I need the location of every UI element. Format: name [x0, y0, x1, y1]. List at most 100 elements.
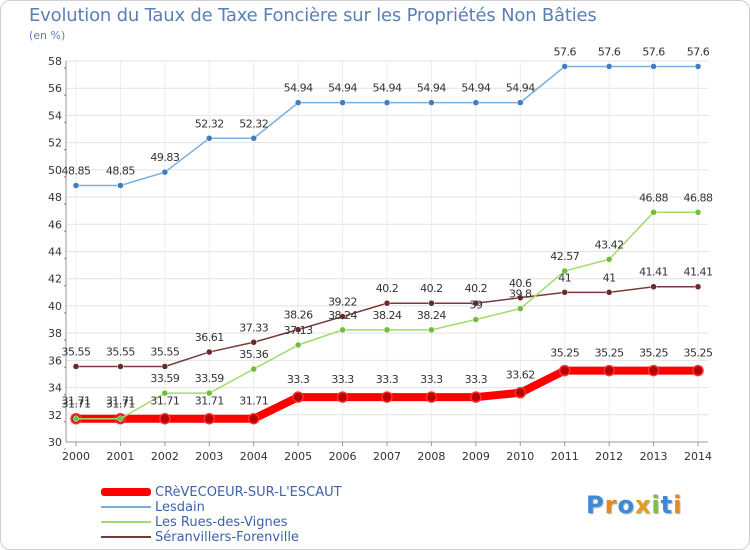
logo-letter: i: [673, 491, 683, 519]
data-label: 35.25: [639, 347, 668, 360]
y-axis-dot: [64, 312, 66, 314]
data-label: 57.6: [598, 45, 621, 58]
data-point: [517, 294, 524, 302]
data-label: 35.55: [106, 345, 135, 358]
data-point: [206, 389, 213, 397]
x-tick-label: 2005: [284, 450, 312, 463]
y-axis-dot: [64, 393, 66, 396]
y-tick-label: 32: [48, 409, 62, 422]
y-tick-label: 52: [48, 137, 62, 150]
logo-letter: i: [651, 491, 661, 519]
y-tick-label: 30: [48, 436, 62, 449]
data-label: 43.42: [595, 238, 624, 251]
data-point: [72, 182, 80, 189]
data-label: 42.57: [550, 250, 579, 263]
data-label: 33.62: [506, 369, 535, 382]
y-tick-label: 48: [48, 191, 62, 204]
data-point: [250, 135, 257, 142]
data-label: 31.71: [239, 395, 268, 408]
data-label: 57.6: [553, 45, 576, 58]
data-label: 35.36: [239, 348, 268, 361]
y-tick-label: 34: [48, 382, 62, 395]
data-point: [294, 326, 302, 333]
data-label: 39: [469, 299, 482, 312]
data-point: [472, 299, 480, 307]
data-point: [650, 63, 657, 70]
y-axis-dot: [64, 148, 66, 151]
data-point: [650, 209, 657, 216]
y-axis-dot: [64, 121, 66, 124]
data-point: [650, 283, 657, 290]
data-label: 38.24: [373, 309, 402, 322]
data-point: [694, 283, 702, 290]
data-label: 31.71: [195, 395, 224, 408]
legend-label-seranvillers: Séranvillers-Forenville: [155, 530, 299, 545]
data-point: [605, 63, 613, 70]
data-label: 57.6: [642, 45, 665, 58]
logo-letter: r: [604, 491, 618, 519]
data-point: [206, 348, 213, 356]
data-point: [159, 412, 171, 425]
data-label: 33.59: [150, 372, 179, 385]
data-point: [247, 412, 260, 425]
data-label: 52.32: [239, 117, 268, 130]
data-label: 38.24: [417, 309, 446, 322]
data-point: [336, 391, 349, 403]
data-point: [561, 289, 568, 296]
y-tick-label: 38: [48, 327, 62, 340]
data-label: 37.13: [284, 324, 313, 337]
data-point: [294, 99, 302, 106]
data-point: [383, 299, 391, 307]
data-point: [117, 415, 124, 422]
data-label: 40.2: [420, 282, 443, 295]
y-tick-label: 50: [48, 164, 62, 177]
data-label: 41.41: [639, 266, 668, 279]
y-tick-label: 40: [48, 300, 62, 313]
data-point: [517, 99, 524, 106]
data-point: [381, 391, 393, 403]
chart-title: Evolution du Taux de Taxe Foncière sur l…: [29, 5, 597, 26]
x-tick-label: 2006: [329, 450, 357, 463]
data-point: [339, 313, 346, 320]
data-label: 40.6: [509, 277, 532, 290]
legend-swatch-seranvillers: [101, 536, 151, 538]
data-point: [383, 99, 391, 106]
data-point: [161, 168, 169, 176]
data-label: 33.59: [195, 372, 224, 385]
data-point: [470, 391, 482, 403]
logo-letter: P: [586, 491, 605, 519]
data-label: 38.26: [284, 309, 313, 322]
logo-letter: o: [617, 491, 635, 519]
data-point: [161, 389, 169, 397]
data-label: 54.94: [506, 82, 535, 95]
data-label: 40.2: [465, 282, 488, 295]
data-label: 35.55: [62, 345, 91, 358]
data-label: 33.3: [331, 373, 354, 386]
legend-swatch-crevecoeur: [101, 488, 151, 496]
y-tick-label: 58: [48, 55, 62, 68]
data-label: 39.22: [328, 296, 357, 309]
x-tick-label: 2007: [373, 450, 401, 463]
data-label: 33.3: [376, 373, 399, 386]
data-label: 54.94: [328, 82, 357, 95]
data-point: [647, 364, 660, 377]
y-tick-label: 54: [48, 109, 62, 122]
legend-swatch-lesdain: [101, 506, 151, 508]
y-axis-dot: [64, 448, 66, 450]
data-label: 48.85: [106, 165, 135, 178]
y-unit-label: (en %): [29, 29, 66, 42]
data-point: [72, 363, 80, 370]
data-label: 52.32: [195, 117, 224, 130]
data-point: [117, 182, 124, 189]
data-point: [206, 135, 213, 142]
data-point: [692, 364, 704, 377]
data-point: [72, 415, 80, 422]
data-point: [250, 365, 257, 373]
data-label: 57.6: [687, 45, 710, 58]
data-label: 39.8: [509, 288, 532, 301]
data-label: 35.25: [684, 347, 713, 360]
x-tick-label: 2004: [240, 450, 268, 463]
y-axis-dot: [64, 366, 66, 369]
